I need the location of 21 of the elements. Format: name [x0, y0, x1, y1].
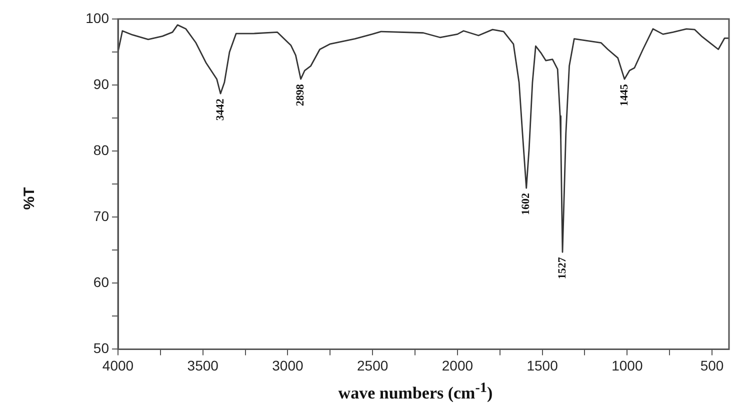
x-tick-label: 4000	[102, 357, 134, 374]
y-tick-label: 80	[93, 142, 110, 158]
annotation: 3442	[214, 98, 226, 121]
y-tick-label: 60	[93, 274, 110, 290]
annotation: 2898	[294, 84, 307, 106]
x-tick-label: 1000	[612, 357, 643, 374]
annotation: 1527	[556, 256, 568, 280]
x-tick-label: 2500	[357, 357, 388, 374]
x-tick-label: 500	[700, 357, 724, 374]
annotation: 1445	[618, 84, 630, 106]
x-tick-label: 1500	[526, 357, 558, 374]
y-tick-label: 100	[86, 10, 110, 26]
x-axis-title: wave numbers (cm$^{-1}$)	[337, 380, 494, 404]
y-tick-label: 50	[93, 340, 110, 356]
x-tick-label: 3500	[187, 357, 219, 374]
y-axis-title: %T	[20, 187, 38, 210]
annotation: 1602	[520, 192, 532, 216]
x-tick-label: 3000	[272, 357, 304, 374]
y-tick-label: 70	[93, 208, 110, 224]
y-tick-label: 90	[93, 76, 110, 92]
x-tick-label: 2000	[442, 357, 474, 374]
